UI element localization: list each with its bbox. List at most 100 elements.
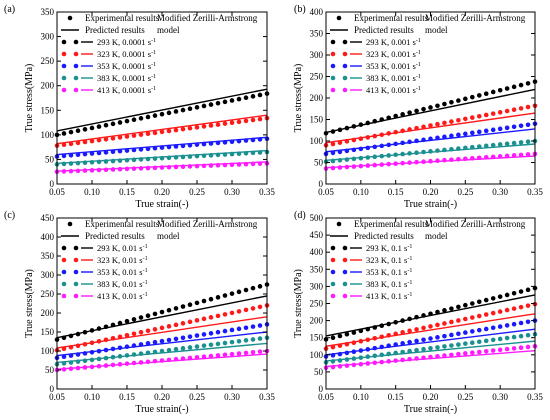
data-point bbox=[497, 126, 503, 132]
data-point bbox=[442, 147, 447, 153]
data-point bbox=[407, 328, 412, 334]
data-point bbox=[222, 140, 228, 145]
x-tick-label: 0.35 bbox=[259, 392, 275, 402]
data-point bbox=[386, 343, 392, 349]
data-point bbox=[131, 117, 137, 123]
data-point bbox=[435, 135, 440, 141]
data-point bbox=[180, 346, 186, 351]
data-point bbox=[75, 128, 81, 134]
legend-marker bbox=[73, 87, 79, 93]
data-point bbox=[379, 117, 385, 122]
data-point bbox=[229, 98, 235, 103]
data-point bbox=[428, 324, 433, 329]
data-point bbox=[61, 361, 67, 366]
legend-marker bbox=[61, 51, 67, 57]
data-point bbox=[372, 353, 378, 359]
legend-marker bbox=[61, 281, 67, 287]
data-point bbox=[428, 311, 433, 317]
data-point bbox=[358, 348, 364, 353]
data-point bbox=[117, 320, 123, 326]
legend-label-text: 323 K, 0.0001 s bbox=[97, 49, 151, 59]
data-point bbox=[351, 340, 357, 346]
data-point bbox=[414, 108, 419, 114]
data-point bbox=[456, 98, 461, 103]
legend-label: 353 K, 0.01 s-1 bbox=[97, 267, 148, 277]
data-point bbox=[330, 165, 336, 171]
data-point bbox=[110, 322, 116, 328]
plot-frame bbox=[56, 217, 268, 390]
legend-marker bbox=[73, 281, 79, 287]
data-point bbox=[511, 124, 517, 130]
data-point bbox=[504, 125, 510, 131]
data-point bbox=[236, 289, 242, 295]
data-point bbox=[400, 349, 405, 355]
legend-label-experimental: Experimental results bbox=[354, 13, 429, 23]
data-point bbox=[476, 327, 482, 333]
data-point bbox=[483, 155, 489, 160]
legend-label: 413 K, 0.0001 s-1 bbox=[97, 85, 156, 95]
data-point bbox=[407, 160, 412, 165]
legend-item-1: 323 K, 0.01 s-1 bbox=[61, 255, 148, 265]
panel-a: 0.05 0.10 0.15 0.20 0.25 0.30 0.35 0 50 100 150 200… bbox=[4, 4, 275, 210]
data-point bbox=[393, 129, 398, 135]
data-point bbox=[504, 108, 510, 114]
data-point bbox=[229, 139, 235, 145]
data-point bbox=[518, 123, 524, 129]
legend-label: 383 K, 0.001 s-1 bbox=[366, 73, 421, 83]
data-point bbox=[449, 319, 454, 325]
y-axis-label: True stress(MPa) bbox=[24, 269, 35, 338]
legend-marker bbox=[342, 257, 348, 263]
legend-item-2: 353 K, 0.001 s-1 bbox=[330, 61, 421, 71]
data-point bbox=[490, 142, 496, 148]
series-0 bbox=[323, 79, 538, 136]
data-point bbox=[187, 164, 193, 169]
data-point bbox=[358, 163, 364, 169]
data-point bbox=[470, 340, 475, 345]
model-label: Modified Zerilli-Armstrong bbox=[425, 219, 526, 229]
data-point bbox=[110, 354, 116, 360]
legend-label-superscript: -1 bbox=[151, 62, 156, 68]
data-point bbox=[330, 353, 336, 358]
data-point bbox=[82, 351, 88, 356]
data-point bbox=[138, 132, 144, 137]
legend-label-superscript: -1 bbox=[143, 268, 148, 274]
data-point bbox=[504, 323, 510, 328]
legend: Experimental results Predicted results 293… bbox=[330, 219, 429, 301]
data-point bbox=[470, 130, 475, 136]
data-point bbox=[61, 367, 67, 372]
y-tick-label: 300 bbox=[41, 270, 55, 280]
y-tick-label: 450 bbox=[310, 230, 324, 240]
data-point bbox=[138, 342, 144, 347]
data-point bbox=[400, 151, 405, 157]
data-point bbox=[243, 350, 249, 356]
data-point bbox=[483, 338, 489, 344]
data-point bbox=[131, 157, 137, 163]
data-point bbox=[351, 164, 357, 169]
series-0 bbox=[54, 282, 270, 342]
y-tick-label: 100 bbox=[310, 350, 324, 360]
data-point bbox=[407, 339, 412, 345]
data-point bbox=[222, 352, 228, 358]
data-point bbox=[110, 167, 116, 172]
y-tick-label: 250 bbox=[310, 299, 324, 309]
data-point bbox=[215, 353, 221, 358]
legend-label: 383 K, 0.1 s-1 bbox=[366, 279, 412, 289]
data-point bbox=[236, 309, 242, 314]
legend-label: 293 K, 0.1 s-1 bbox=[366, 243, 412, 253]
x-tick-label: 0.20 bbox=[154, 392, 170, 402]
data-point bbox=[236, 326, 242, 332]
data-point bbox=[152, 130, 158, 136]
y-tick-label: 200 bbox=[41, 81, 55, 91]
legend-marker bbox=[61, 293, 67, 299]
data-point bbox=[511, 140, 517, 146]
data-point bbox=[152, 145, 158, 151]
legend-label-superscript: -1 bbox=[407, 268, 412, 274]
data-point bbox=[89, 125, 95, 131]
data-point bbox=[250, 161, 256, 167]
data-point bbox=[61, 131, 67, 136]
data-point bbox=[152, 311, 158, 317]
legend-label-text: 383 K, 0.0001 s bbox=[97, 73, 151, 83]
data-point bbox=[131, 133, 137, 138]
data-point bbox=[180, 126, 186, 132]
data-point bbox=[337, 127, 343, 133]
